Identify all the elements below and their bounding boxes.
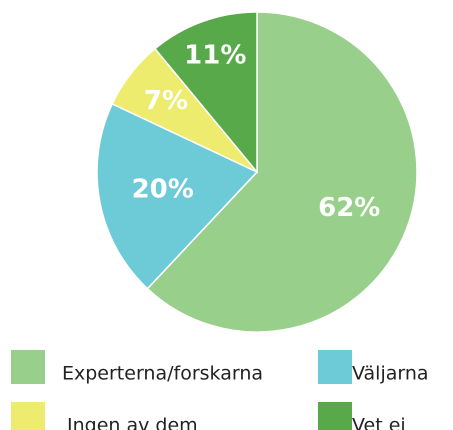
slice-label: 62%: [318, 193, 380, 223]
legend-swatch: [318, 350, 352, 384]
legend-label: Ingen av dem: [67, 415, 198, 430]
pie-slice: [153, 11, 258, 175]
legend-label: Väljarna: [352, 363, 429, 385]
legend-label: Experterna/forskarna: [62, 363, 263, 385]
legend-swatch: [11, 402, 45, 430]
slice-label: 11%: [184, 41, 246, 71]
legend-swatch: [318, 402, 352, 430]
slice-label: 20%: [132, 174, 194, 204]
legend-swatch: [11, 350, 45, 384]
legend-label: Vet ej: [352, 415, 406, 430]
slice-label: 7%: [144, 86, 188, 116]
pie-slice: [96, 102, 259, 290]
pie-slice: [146, 11, 418, 333]
